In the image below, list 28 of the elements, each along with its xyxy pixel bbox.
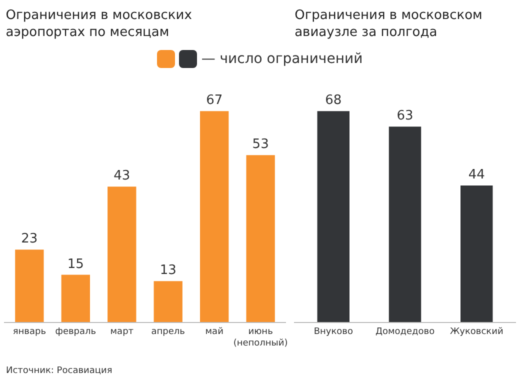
bar [61,274,90,322]
text: — число ограничений [201,51,363,67]
data-label: 44 [468,168,485,183]
x-tick-label: март [110,326,134,337]
text: Источник: Росавиация [6,366,112,376]
x-tick-label: Внуково [314,326,354,337]
bar [154,281,182,322]
x-tick-label: июнь (неполный) [233,326,288,348]
data-label: 23 [21,232,38,247]
x-tick-label: февраль [55,326,96,337]
x-tick-label: Домодедово [375,326,436,337]
x-tick-label: апрель [151,326,185,337]
chart-title: Ограничения в московском авиаузле за полгода [294,8,482,40]
data-label: 15 [67,256,84,272]
data-label: 53 [252,137,269,152]
bar [108,186,136,322]
data-label: 43 [114,168,130,184]
x-tick-label: Жуковский [450,326,504,337]
bar [246,155,275,322]
x-tick-label: май [205,326,224,337]
data-label: 13 [160,263,176,278]
bar [200,111,229,322]
data-label: 63 [396,108,414,124]
data-label: 67 [206,93,223,108]
bar [15,250,44,322]
data-label: 68 [325,93,342,108]
x-tick-label: январь [12,326,46,337]
chart-title: Ограничения в московских аэропортах по месяцам [6,8,192,40]
